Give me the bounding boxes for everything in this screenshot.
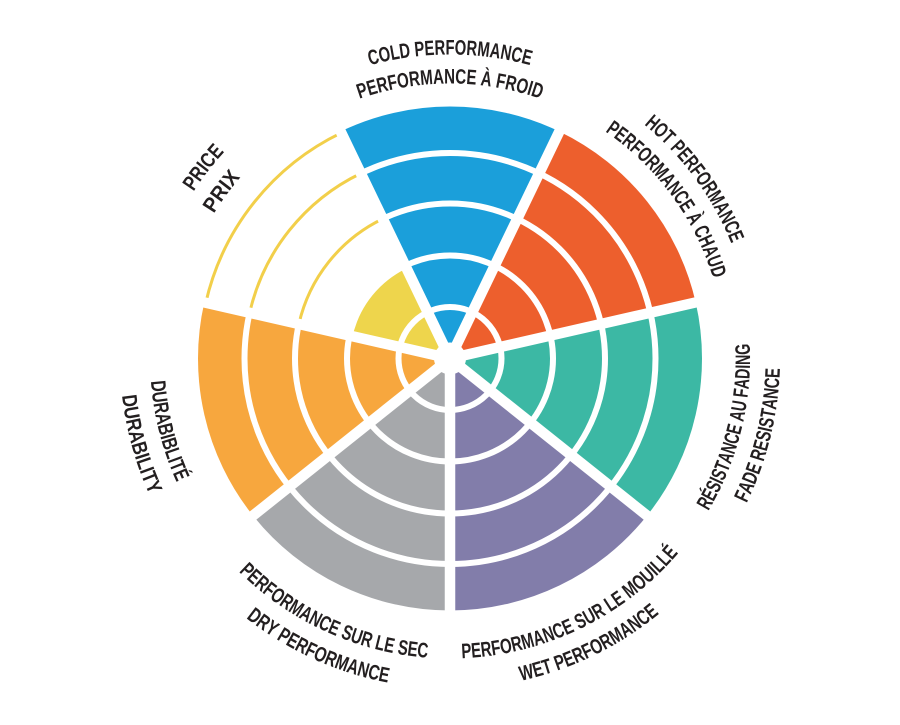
svg-text:L: L bbox=[388, 40, 401, 64]
svg-text:R: R bbox=[407, 66, 421, 91]
svg-text:C: C bbox=[416, 637, 429, 662]
svg-text:A: A bbox=[758, 397, 782, 411]
svg-text:D: D bbox=[731, 368, 755, 380]
svg-text:M: M bbox=[476, 37, 491, 61]
svg-text:A: A bbox=[123, 428, 148, 446]
svg-text:O: O bbox=[454, 36, 466, 59]
svg-text:E: E bbox=[382, 632, 397, 658]
svg-text:S: S bbox=[754, 415, 779, 429]
svg-text:R: R bbox=[434, 36, 445, 59]
svg-text:M: M bbox=[518, 627, 536, 654]
svg-text:O: O bbox=[395, 67, 411, 93]
svg-text:M: M bbox=[419, 64, 434, 89]
svg-text:T: T bbox=[756, 407, 780, 420]
svg-text:F: F bbox=[489, 635, 502, 660]
svg-text:C: C bbox=[366, 659, 382, 685]
svg-text:A: A bbox=[730, 378, 754, 390]
svg-text:R: R bbox=[466, 36, 478, 60]
svg-text:B: B bbox=[153, 421, 179, 438]
svg-text:N: N bbox=[731, 355, 754, 365]
svg-text:U: U bbox=[147, 390, 172, 404]
svg-text:U: U bbox=[118, 405, 143, 421]
svg-text:E: E bbox=[377, 662, 392, 688]
svg-text:P: P bbox=[461, 638, 472, 663]
svg-text:E: E bbox=[406, 636, 419, 661]
svg-text:I: I bbox=[130, 451, 153, 462]
svg-text:A: A bbox=[488, 39, 502, 63]
svg-text:N: N bbox=[444, 64, 455, 88]
svg-text:I: I bbox=[754, 425, 777, 434]
svg-text:A: A bbox=[151, 410, 177, 426]
svg-text:D: D bbox=[398, 39, 412, 63]
svg-text:A: A bbox=[725, 408, 750, 423]
svg-text:R: R bbox=[503, 70, 519, 96]
svg-text:O: O bbox=[376, 42, 392, 67]
svg-text:F: F bbox=[494, 68, 507, 93]
svg-text:G: G bbox=[731, 343, 755, 355]
svg-text:B: B bbox=[126, 439, 152, 457]
svg-text:C: C bbox=[509, 42, 524, 67]
svg-text:O: O bbox=[498, 633, 514, 659]
svg-text:U: U bbox=[727, 399, 752, 413]
svg-text:C: C bbox=[760, 377, 784, 389]
svg-text:D: D bbox=[146, 379, 171, 392]
svg-text:N: N bbox=[759, 387, 783, 400]
svg-text:E: E bbox=[470, 637, 482, 662]
svg-text:E: E bbox=[761, 367, 785, 378]
svg-text:C: C bbox=[455, 64, 467, 89]
svg-text:I: I bbox=[731, 364, 755, 369]
svg-text:S: S bbox=[396, 635, 410, 660]
svg-text:N: N bbox=[499, 40, 514, 65]
svg-text:P: P bbox=[413, 37, 425, 61]
svg-text:À: À bbox=[480, 66, 494, 91]
svg-text:E: E bbox=[466, 64, 478, 89]
svg-text:E: E bbox=[424, 36, 435, 60]
svg-text:W: W bbox=[517, 658, 537, 685]
svg-text:R: R bbox=[479, 636, 493, 661]
svg-text:D: D bbox=[117, 393, 141, 408]
svg-text:F: F bbox=[729, 387, 753, 398]
svg-text:F: F bbox=[445, 36, 454, 59]
svg-text:R: R bbox=[149, 400, 174, 415]
svg-text:I: I bbox=[525, 76, 536, 100]
svg-text:R: R bbox=[120, 417, 145, 434]
svg-text:A: A bbox=[432, 64, 444, 89]
svg-text:I: I bbox=[156, 431, 180, 442]
svg-text:R: R bbox=[508, 630, 524, 656]
